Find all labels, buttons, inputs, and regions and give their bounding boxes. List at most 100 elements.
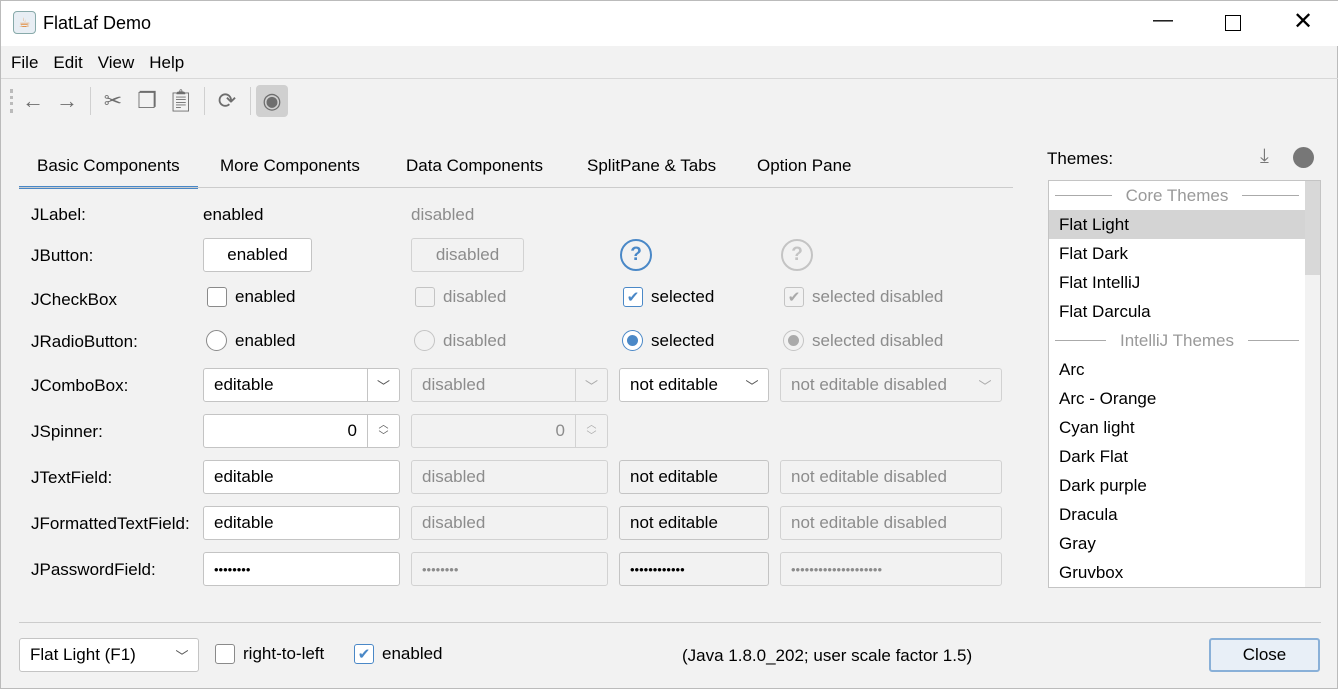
theme-item[interactable]: Gray [1059, 533, 1096, 553]
scrollbar-thumb[interactable] [1305, 181, 1320, 275]
radio-circle[interactable] [783, 330, 804, 351]
theme-item[interactable]: Dark Flat [1059, 446, 1128, 466]
rtl-checkbox[interactable]: right-to-left [215, 644, 324, 664]
tab-splitpane-tabs[interactable]: SplitPane & Tabs [587, 156, 717, 175]
radio-disabled[interactable]: disabled [414, 330, 506, 351]
help-button-icon[interactable]: ? [620, 239, 652, 271]
password-disabled[interactable]: •••••••• [411, 552, 608, 586]
formatted-not-editable-disabled[interactable]: not editable disabled [780, 506, 1002, 540]
combo-not-editable-disabled[interactable]: not editable disabled ﹀ [780, 368, 1002, 402]
radio-selected-disabled[interactable]: selected disabled [783, 330, 943, 351]
textfield-not-editable[interactable]: not editable [619, 460, 769, 494]
enabled-checkbox[interactable]: ✔ enabled [354, 644, 443, 664]
label-jpasswordfield: JPasswordField: [31, 560, 156, 579]
checkbox-selected[interactable]: ✔ selected [623, 287, 714, 307]
toolbar-grip[interactable] [10, 89, 13, 113]
spinner-arrows-icon[interactable]: ︿ ﹀ [575, 415, 607, 447]
combo-disabled[interactable]: disabled ﹀ [411, 368, 608, 402]
spinner-disabled[interactable]: 0 ︿ ﹀ [411, 414, 608, 448]
formatted-not-editable[interactable]: not editable [619, 506, 769, 540]
label-jbutton: JButton: [31, 246, 94, 265]
paste-icon[interactable]: 📋︎ [167, 88, 195, 113]
button-enabled[interactable]: enabled [203, 238, 312, 272]
minimize-icon[interactable]: — [1153, 9, 1173, 31]
combo-value[interactable]: editable [214, 375, 274, 394]
spinner-arrows-icon[interactable]: ︿ ﹀ [367, 415, 399, 447]
close-button[interactable]: Close [1209, 638, 1320, 672]
back-arrow-icon[interactable]: ← [22, 88, 44, 113]
chevron-down-icon[interactable]: ﹀ [978, 378, 992, 394]
maximize-icon[interactable] [1225, 15, 1241, 31]
checkbox-selected-disabled[interactable]: ✔ selected disabled [784, 287, 943, 307]
checkbox-box[interactable] [207, 287, 227, 307]
themes-list[interactable]: Core Themes Flat Light Flat Dark Flat Inte… [1048, 180, 1321, 588]
theme-item[interactable]: Flat Light [1049, 210, 1305, 239]
check-icon[interactable]: ✔ [623, 287, 643, 307]
tab-data-components[interactable]: Data Components [406, 156, 544, 175]
java-coffee-icon: ☕ [13, 11, 36, 34]
spinner-enabled[interactable]: 0 ︿ ﹀ [203, 414, 400, 448]
download-icon[interactable]: ⤓ [1260, 145, 1269, 167]
menu-edit[interactable]: Edit [53, 53, 83, 72]
password-editable[interactable]: •••••••• [203, 552, 400, 586]
theme-item[interactable]: Dracula [1059, 504, 1118, 524]
copy-icon[interactable]: ❐ [137, 88, 157, 113]
theme-item[interactable]: Flat Dark [1059, 243, 1128, 263]
check-icon[interactable]: ✔ [784, 287, 804, 307]
password-not-editable[interactable]: •••••••••••• [619, 552, 769, 586]
java-info: (Java 1.8.0_202; user scale factor 1.5) [682, 646, 973, 665]
tab-option-pane[interactable]: Option Pane [757, 156, 852, 175]
theme-item[interactable]: Dark purple [1059, 475, 1147, 495]
window-title: FlatLaf Demo [43, 13, 152, 33]
textfield-disabled[interactable]: disabled [411, 460, 608, 494]
checkbox-box[interactable] [415, 287, 435, 307]
theme-item[interactable]: Gruvbox [1059, 562, 1124, 582]
label-jradiobutton: JRadioButton: [31, 332, 138, 351]
theme-item[interactable]: Arc [1059, 359, 1085, 379]
chevron-down-icon[interactable]: ﹀ [575, 369, 607, 401]
combo-editable[interactable]: editable ﹀ [203, 368, 400, 402]
refresh-icon[interactable]: ⟳ [217, 88, 237, 113]
password-not-editable-disabled[interactable]: •••••••••••••••••••• [780, 552, 1002, 586]
tab-more-components[interactable]: More Components [220, 156, 360, 175]
label-jformattedtextfield: JFormattedTextField: [31, 514, 190, 533]
checkbox-disabled[interactable]: disabled [415, 287, 506, 307]
scrollbar[interactable] [1305, 181, 1320, 587]
cut-icon[interactable]: ✂ [103, 88, 123, 113]
radio-selected[interactable]: selected [622, 330, 714, 351]
checkbox-box[interactable] [215, 644, 235, 664]
textfield-editable[interactable]: editable [203, 460, 400, 494]
tab-basic-components[interactable]: Basic Components [19, 151, 198, 189]
close-icon[interactable]: ✕ [1293, 8, 1314, 35]
menu-help[interactable]: Help [149, 53, 185, 72]
theme-item[interactable]: Arc - Orange [1059, 388, 1157, 408]
radio-circle[interactable] [622, 330, 643, 351]
checkbox-enabled[interactable]: enabled [207, 287, 296, 307]
formatted-disabled[interactable]: disabled [411, 506, 608, 540]
theme-item[interactable]: Flat Darcula [1059, 301, 1151, 321]
radio-enabled[interactable]: enabled [206, 330, 296, 351]
theme-item[interactable]: Flat IntelliJ [1059, 272, 1141, 292]
forward-arrow-icon[interactable]: → [56, 88, 78, 113]
menu-file[interactable]: File [11, 53, 39, 72]
theme-combo[interactable]: Flat Light (F1) ﹀ [19, 638, 199, 672]
check-icon[interactable]: ✔ [354, 644, 374, 664]
combo-value: disabled [422, 375, 486, 394]
radio-circle[interactable] [206, 330, 227, 351]
formatted-editable[interactable]: editable [203, 506, 400, 540]
help-button-disabled-icon[interactable]: ? [781, 239, 813, 271]
bottom-divider [19, 622, 1321, 623]
eye-icon[interactable]: ◉ [256, 85, 288, 117]
button-disabled[interactable]: disabled [411, 238, 524, 272]
chevron-down-icon[interactable]: ﹀ [367, 369, 399, 401]
menu-view[interactable]: View [97, 53, 135, 72]
github-icon[interactable] [1293, 147, 1314, 168]
textfield-not-editable-disabled[interactable]: not editable disabled [780, 460, 1002, 494]
checkbox-label: enabled [382, 644, 443, 663]
chevron-down-icon[interactable]: ﹀ [745, 378, 759, 394]
combo-not-editable[interactable]: not editable ﹀ [619, 368, 769, 402]
theme-item[interactable]: Cyan light [1059, 417, 1135, 437]
chevron-down-icon[interactable]: ﹀ [175, 648, 189, 664]
spinner-value[interactable]: 0 [347, 421, 357, 440]
radio-circle[interactable] [414, 330, 435, 351]
